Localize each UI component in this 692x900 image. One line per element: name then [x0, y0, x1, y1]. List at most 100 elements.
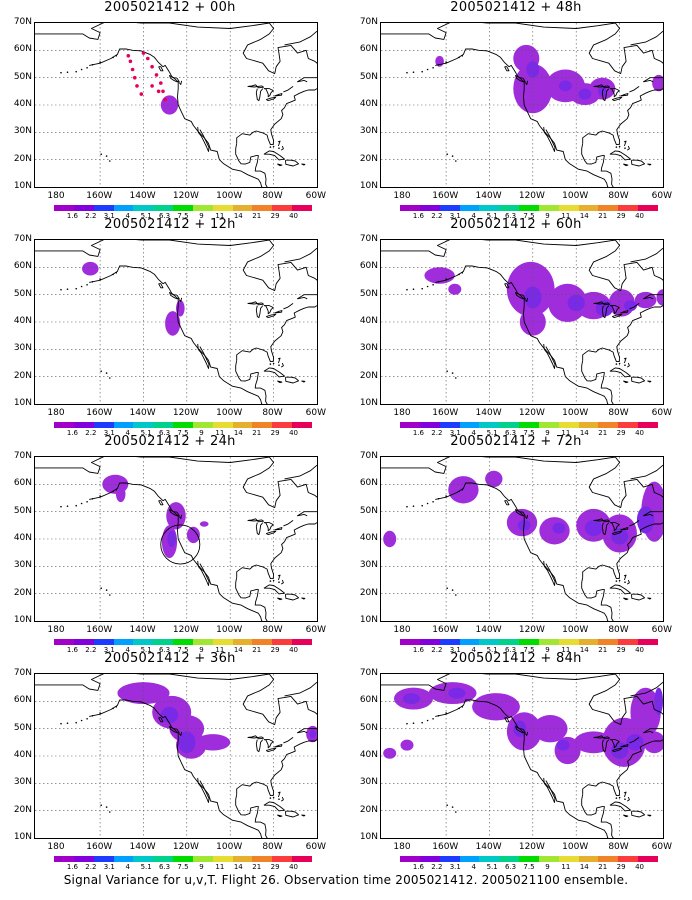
- island: [458, 273, 460, 276]
- lon-tick-label: 60W: [651, 408, 672, 418]
- colorbar-label: 4: [471, 212, 476, 220]
- island: [615, 146, 618, 148]
- colorbar-swatch: [400, 639, 420, 645]
- island: [437, 281, 440, 283]
- colorbar-label: 5.1: [140, 212, 152, 220]
- colorbar-label: 2.2: [85, 646, 97, 654]
- colorbar-swatch: [133, 422, 154, 428]
- variance-contour-core: [160, 706, 179, 724]
- coastline: [588, 23, 663, 83]
- coastline: [277, 380, 283, 384]
- coastline: [301, 597, 306, 600]
- coastline: [301, 814, 306, 817]
- colorbar-label: 14: [233, 429, 243, 437]
- island: [437, 64, 440, 66]
- coastline: [242, 240, 317, 300]
- coastline: [242, 674, 317, 734]
- coastline: [588, 457, 663, 517]
- island: [458, 490, 460, 493]
- coastline: [255, 88, 264, 102]
- colorbar-label: 9: [545, 646, 550, 654]
- colorbar-label: 2.2: [431, 863, 443, 871]
- coastlines: [35, 457, 317, 621]
- coastline: [631, 159, 646, 167]
- colorbar-label: 4: [125, 429, 130, 437]
- lon-tick-label: 160W: [86, 191, 113, 201]
- coastline: [647, 380, 652, 383]
- variance-contour: [472, 693, 520, 721]
- island: [109, 160, 111, 162]
- island: [461, 272, 464, 274]
- island: [112, 490, 114, 493]
- colorbar-label: 21: [252, 429, 262, 437]
- colorbar-swatch: [538, 205, 559, 211]
- colorbar-swatch: [153, 205, 174, 211]
- island: [412, 505, 415, 507]
- coastline: [381, 23, 616, 40]
- coastline: [283, 303, 294, 310]
- island: [86, 718, 88, 720]
- observation-point: [163, 97, 167, 102]
- coastline: [197, 560, 210, 586]
- variance-contour-core: [578, 88, 592, 100]
- variance-contour: [513, 64, 553, 114]
- island: [445, 61, 447, 63]
- colorbar-label: 6.3: [158, 646, 171, 654]
- colorbar-label: 11: [561, 863, 571, 871]
- lat-tick-label: 30N: [13, 126, 32, 137]
- map-canvas: [35, 240, 317, 404]
- colorbar-swatch: [153, 639, 174, 645]
- coastline: [631, 593, 646, 601]
- coastline: [285, 376, 300, 384]
- grid-lines: [35, 240, 317, 404]
- coastline: [623, 574, 627, 581]
- colorbar-swatch: [459, 422, 480, 428]
- colorbar-label: 2.2: [85, 863, 97, 871]
- colorbar-swatch: [212, 422, 233, 428]
- variance-contour: [117, 682, 170, 705]
- island: [624, 364, 626, 366]
- coastline: [626, 362, 630, 368]
- observation-point: [130, 67, 135, 72]
- coastline: [620, 527, 629, 531]
- colorbar-label: 4: [471, 429, 476, 437]
- colorbar-label: 2.2: [85, 429, 97, 437]
- colorbar-label: 11: [561, 646, 571, 654]
- coastline: [620, 744, 629, 748]
- island: [66, 722, 69, 724]
- island: [109, 811, 111, 813]
- colorbar-label: 1.6: [412, 646, 424, 654]
- island: [99, 278, 101, 280]
- colorbar-swatch: [232, 422, 253, 428]
- variance-contour-core: [556, 739, 570, 751]
- variance-contour-core: [636, 506, 655, 534]
- coastline: [623, 380, 629, 384]
- observation-point: [150, 84, 154, 88]
- colorbar-label: 29: [270, 212, 280, 220]
- colorbar-swatch: [232, 205, 253, 211]
- lon-tick-label: 140W: [475, 625, 502, 635]
- island: [60, 722, 62, 725]
- island: [406, 722, 408, 725]
- colorbar-swatch: [232, 856, 253, 862]
- lat-tick-label: 50N: [359, 288, 378, 299]
- map-frame: [380, 456, 664, 622]
- coastline: [89, 265, 263, 404]
- lon-tick-label: 160W: [432, 625, 459, 635]
- coastline: [524, 80, 529, 85]
- lat-tick-label: 70N: [359, 234, 378, 244]
- variance-contour: [199, 521, 209, 527]
- lon-tick-label: 180: [393, 191, 411, 201]
- lat-tick-label: 10N: [13, 181, 32, 191]
- lat-tick-label: 20N: [13, 153, 32, 164]
- lat-tick-label: 50N: [359, 71, 378, 82]
- island: [446, 153, 448, 155]
- colorbar-swatch: [192, 639, 213, 645]
- coastline: [255, 522, 264, 536]
- coastline: [623, 814, 629, 818]
- lat-tick-label: 20N: [13, 370, 32, 381]
- lat-tick-label: 60N: [359, 44, 378, 55]
- colorbar-label: 6.3: [504, 212, 517, 220]
- colorbar-swatch: [519, 205, 539, 211]
- island: [86, 501, 88, 503]
